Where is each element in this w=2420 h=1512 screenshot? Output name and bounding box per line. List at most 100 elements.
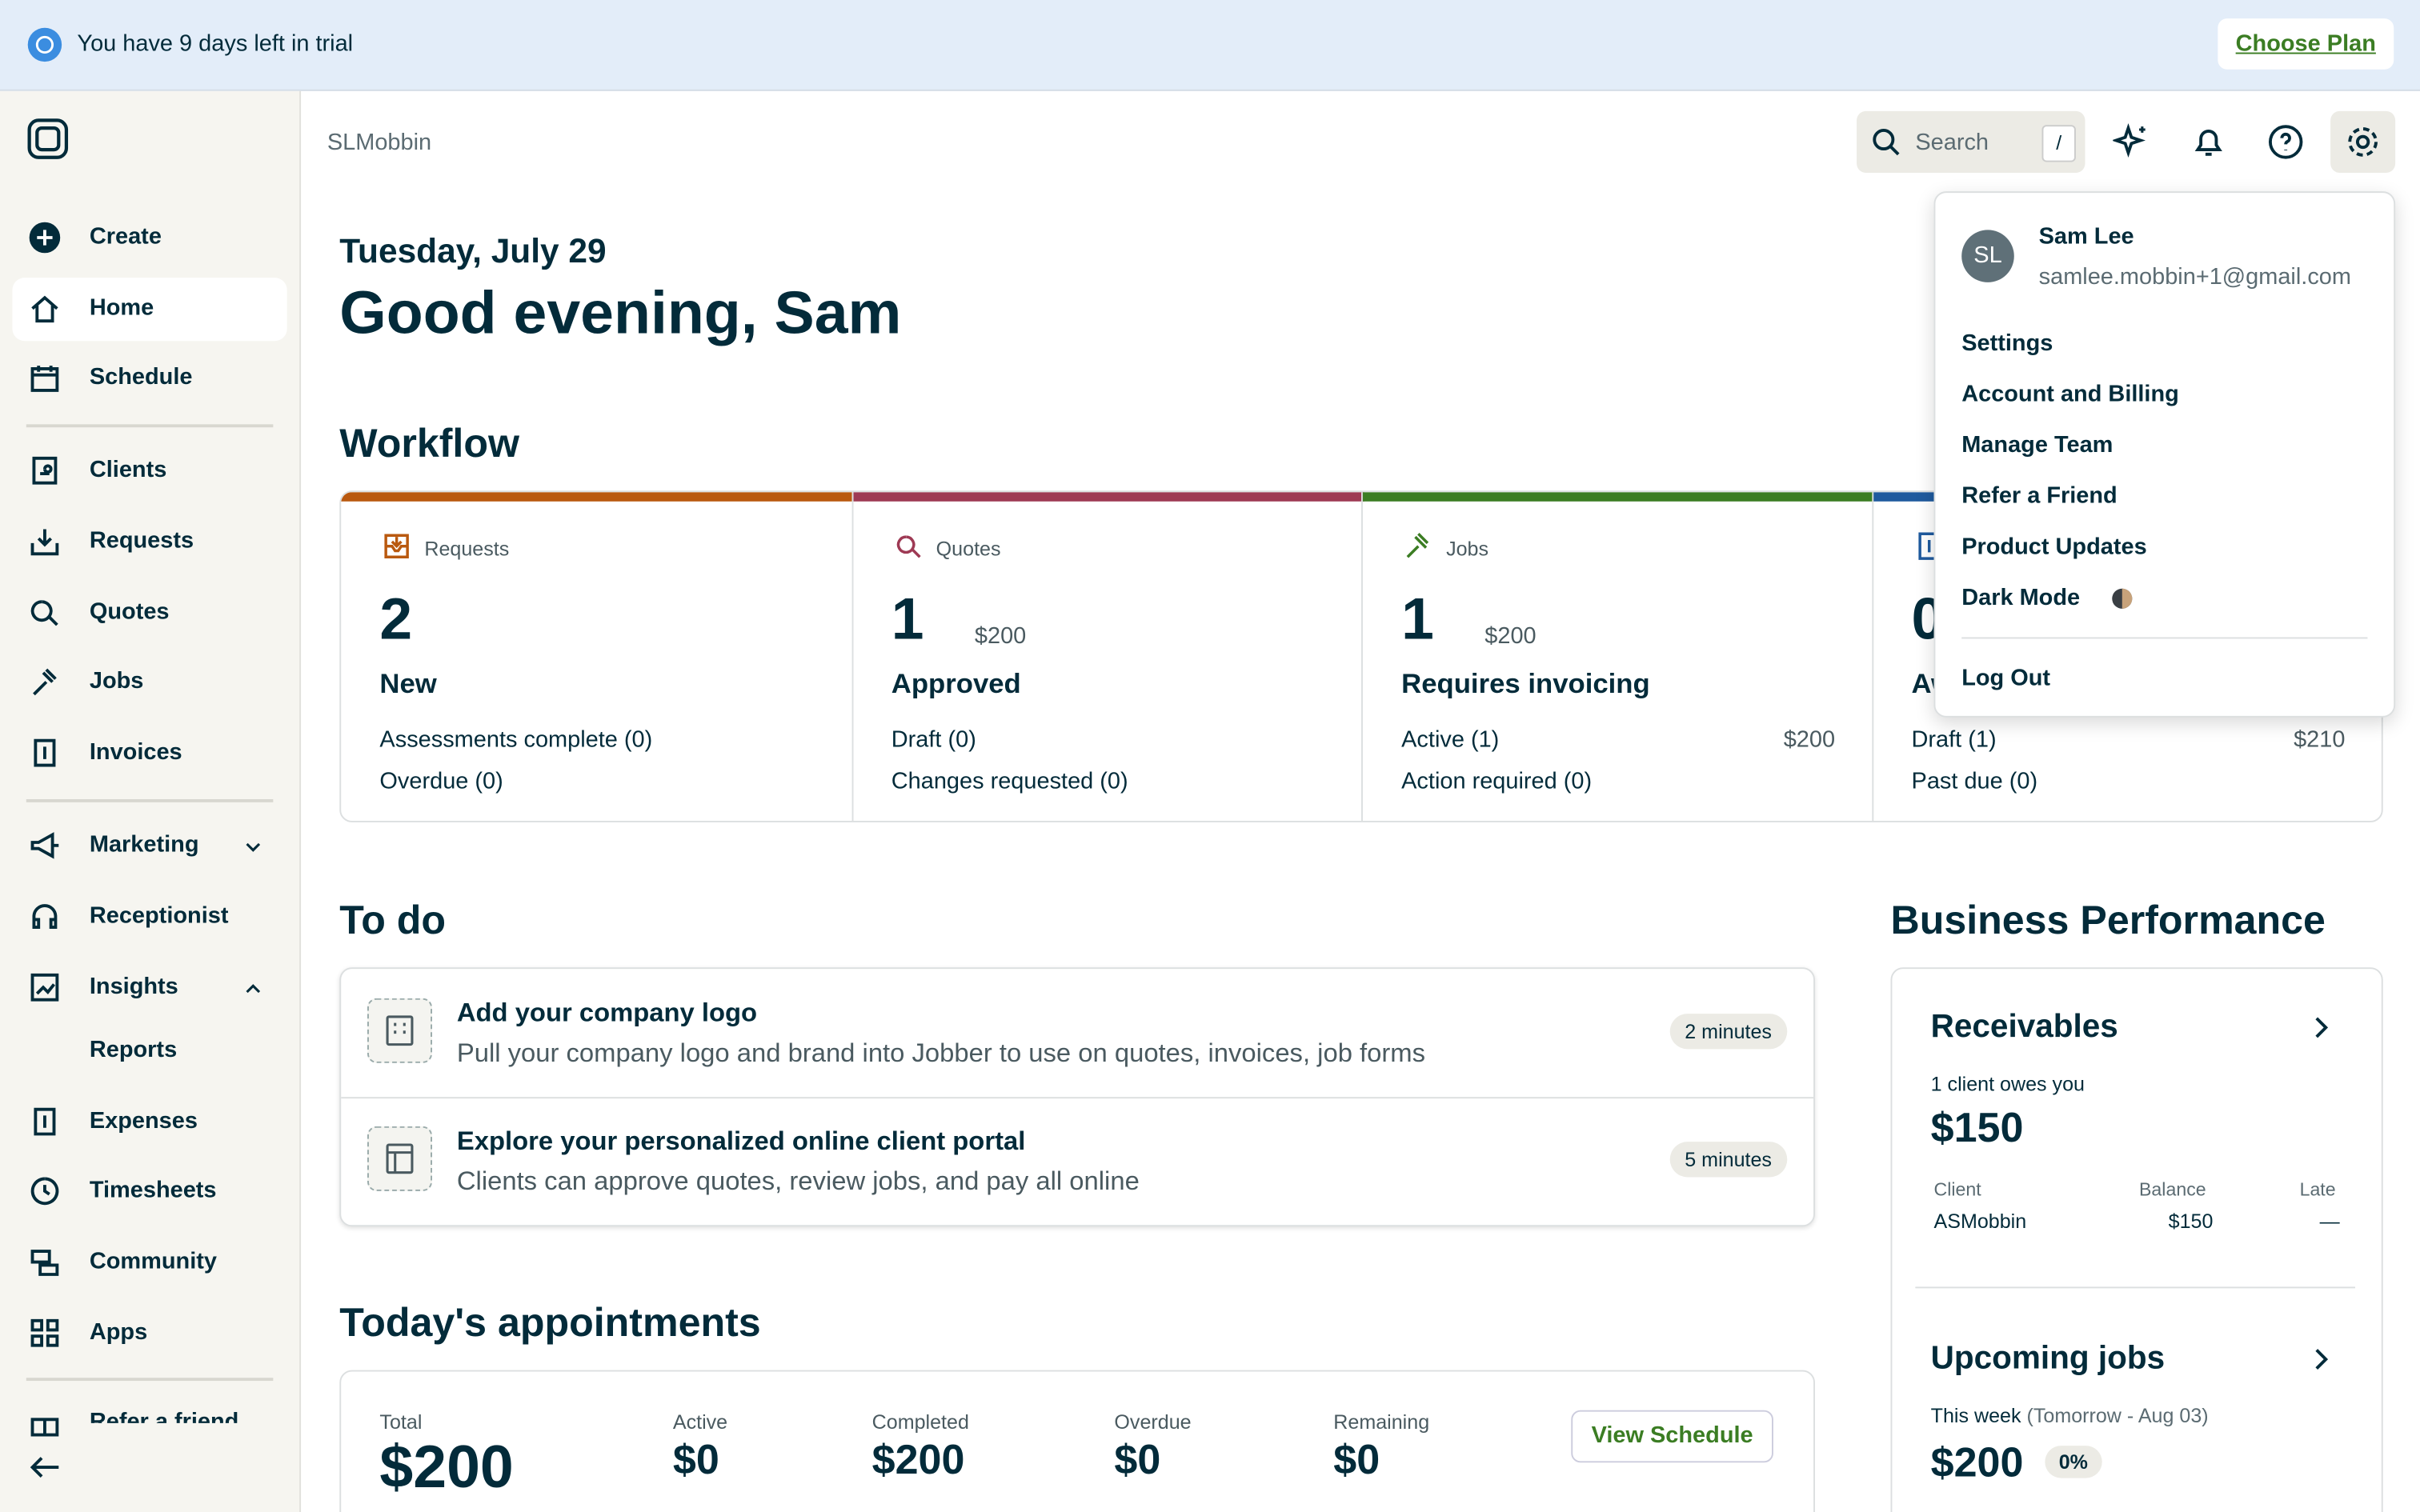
card-count: 1 [1401, 587, 1434, 653]
nav-item[interactable]: Expenses [89, 1107, 198, 1134]
account-name: SLMobbin [327, 129, 432, 156]
divider [1915, 1286, 2355, 1289]
nav-chevron[interactable] [244, 836, 262, 854]
nav-icon-box [28, 454, 62, 487]
settings-button[interactable] [2330, 110, 2396, 173]
view-schedule-button[interactable]: View Schedule [1571, 1410, 1773, 1463]
nav-item[interactable]: Receptionist [89, 902, 229, 929]
menu-item[interactable]: Settings [1961, 330, 2053, 357]
card-accent [1362, 492, 1874, 502]
upcoming-amount: $200 [1930, 1439, 2024, 1486]
todo-icon [367, 1126, 432, 1191]
shortcut-key: / [2041, 125, 2076, 162]
nav-active-bg [12, 278, 287, 342]
card-row-label: Changes requested (0) [891, 768, 1128, 795]
nav-item[interactable]: Clients [89, 456, 167, 483]
search-box[interactable]: Search / [1857, 110, 2085, 173]
todo-title[interactable]: Add your company logo [456, 998, 758, 1028]
menu-item[interactable]: Manage Team [1961, 431, 2113, 458]
nav-item[interactable]: Community [89, 1248, 217, 1274]
choose-plan-button[interactable]: Choose Plan [2218, 18, 2394, 70]
menu-item[interactable]: Product Updates [1961, 534, 2147, 561]
stat-value: $0 [1114, 1436, 1161, 1483]
collapse-icon[interactable] [28, 1454, 62, 1482]
column-header: Balance [2138, 1178, 2206, 1201]
menu-item[interactable]: Refer a Friend [1961, 482, 2118, 510]
nav-item[interactable]: Home [89, 294, 154, 322]
stat-label: Remaining [1333, 1410, 1430, 1434]
nav-item[interactable]: Create [89, 223, 162, 250]
chevron[interactable] [2312, 1347, 2330, 1372]
nav-icon [30, 973, 59, 1002]
nav-icon [30, 600, 58, 626]
avatar: SL [1961, 230, 2014, 282]
nav-icon [34, 738, 56, 767]
search-placeholder: Search [1915, 129, 1989, 156]
todo-icon [367, 998, 432, 1063]
icon [2112, 588, 2133, 609]
stat-label: Overdue [1114, 1410, 1192, 1434]
ai-icon[interactable] [2113, 123, 2150, 160]
workflow-card[interactable]: Jobs 1 $200 Requires invoicing Active (1) $20… [1360, 492, 1874, 821]
nav-icon [30, 366, 59, 392]
sidebar: Create Home Schedule Clients Requests Quotes J… [0, 90, 302, 1512]
nav-item[interactable]: Schedule [89, 364, 193, 390]
nav-item[interactable]: Reports [89, 1036, 178, 1063]
nav-icon-box [28, 1105, 62, 1138]
nav-icon-box [28, 595, 62, 629]
nav-icon-box [28, 361, 62, 394]
nav-icon [30, 529, 59, 556]
search-icon [1873, 129, 1900, 156]
receivables-title: Receivables [1930, 1009, 2118, 1045]
nav-item[interactable]: Invoices [89, 738, 182, 766]
card-row-label: Draft (1) [1911, 726, 1997, 754]
nav-item[interactable]: Timesheets [89, 1177, 217, 1204]
nav-icon-box [28, 665, 62, 698]
card-accent [852, 492, 1364, 502]
nav-item[interactable]: Requests [89, 527, 194, 554]
nav-chevron[interactable] [244, 978, 262, 997]
todo-title[interactable]: Explore your personalized online client … [456, 1126, 1026, 1156]
menu-item[interactable]: Dark Mode [1961, 584, 2081, 611]
divider [341, 1097, 1814, 1099]
nav-item[interactable]: Marketing [89, 831, 199, 858]
nav-item[interactable]: Refer a friend [89, 1408, 239, 1435]
range: (Tomorrow - Aug 03) [2026, 1403, 2209, 1427]
performance-title: Business Performance [1890, 896, 2326, 943]
nav-icon-box [28, 970, 62, 1004]
card-amount: $200 [974, 623, 1027, 650]
card-label: Jobs [1446, 537, 1489, 561]
card-icon [1403, 530, 1434, 562]
notifications-icon[interactable] [2190, 123, 2227, 160]
card-row-label: Past due (0) [1911, 768, 2038, 795]
nav-icon-box [28, 1406, 62, 1439]
todo-description: Clients can approve quotes, review jobs,… [456, 1166, 1140, 1196]
user-email: samlee.mobbin+1@gmail.com [2038, 263, 2351, 290]
menu-item[interactable]: Log Out [1961, 665, 2051, 691]
nav-icon [33, 668, 57, 696]
help-icon[interactable] [2267, 123, 2304, 160]
card-row-value: $200 [1783, 726, 1836, 754]
nav-item[interactable]: Quotes [89, 598, 170, 626]
nav-item[interactable]: Jobs [89, 668, 144, 694]
card-status: Requires invoicing [1401, 668, 1650, 699]
nav-item[interactable]: Insights [89, 973, 178, 1000]
workflow-card[interactable]: Quotes 1 $200 Approved Draft (0) Changes requ… [851, 492, 1364, 821]
workflow-card[interactable]: Requests 2 New Assessments complete (0) Over… [341, 492, 852, 821]
nav-item[interactable]: Apps [89, 1318, 148, 1346]
time-badge: 2 minutes [1669, 1014, 1788, 1050]
todo-description: Pull your company logo and brand into Jo… [456, 1038, 1426, 1068]
card-count: 2 [379, 587, 413, 653]
card-row-label: Draft (0) [891, 726, 976, 754]
menu-item[interactable]: Account and Billing [1961, 381, 2179, 408]
nav-divider [26, 424, 274, 428]
nav-icon-box [28, 1316, 62, 1350]
chevron[interactable] [2312, 1015, 2330, 1040]
greeting: Good evening, Sam [339, 280, 902, 347]
nav-icon [30, 1177, 59, 1206]
card-amount: $200 [1484, 623, 1537, 650]
stat-label: Total [379, 1410, 423, 1434]
icon [386, 1143, 414, 1174]
icon [384, 534, 409, 558]
